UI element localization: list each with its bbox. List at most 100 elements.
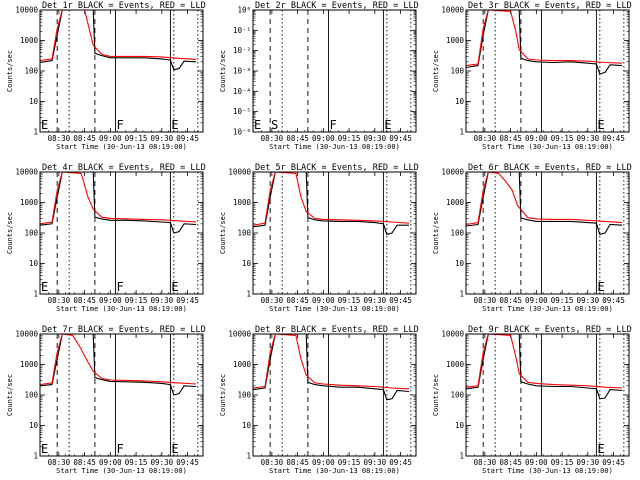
series-line-events	[253, 334, 410, 401]
x-tick-label: 09:00	[312, 296, 335, 305]
panel-6: Det 6r BLACK = Events, RED = LLD 1 10 100 10…	[432, 163, 632, 313]
y-axis-label: Counts/sec	[432, 50, 440, 92]
panel-5: Det 5r BLACK = Events, RED = LLD 1 10 100 10…	[219, 163, 419, 313]
y-tick-label: 1	[33, 128, 38, 137]
y-tick-label: 10000	[441, 168, 464, 177]
y-axis-label: Counts/sec	[6, 374, 14, 416]
event-marker-label: E	[254, 118, 261, 132]
x-axis-label: Start Time (30-Jun-13 08:19:00)	[482, 467, 613, 475]
y-tick-label: 10⁻³	[233, 67, 251, 76]
x-tick-label: 09:30	[151, 458, 174, 467]
x-tick-label: 09:15	[338, 458, 361, 467]
event-marker-label: F	[116, 442, 123, 456]
x-tick-label: 08:30	[474, 458, 497, 467]
x-axis-label: Start Time (30-Jun-13 08:19:00)	[269, 143, 400, 151]
x-tick-label: 09:45	[389, 134, 412, 143]
x-tick-label: 09:45	[176, 134, 199, 143]
x-tick-label: 08:45	[73, 296, 96, 305]
x-tick-label: 08:30	[261, 296, 284, 305]
event-marker-label: E	[171, 118, 178, 132]
x-tick-label: 08:30	[48, 296, 71, 305]
y-tick-label: 10	[455, 259, 465, 268]
y-axis-label: Counts/sec	[219, 50, 227, 92]
x-tick-label: 09:15	[551, 296, 574, 305]
y-tick-label: 10	[455, 421, 465, 430]
y-tick-label: 100	[450, 229, 464, 238]
y-tick-label: 1	[246, 290, 251, 299]
x-tick-label: 09:15	[338, 134, 361, 143]
x-axis-label: Start Time (30-Jun-13 08:19:00)	[56, 467, 187, 475]
x-tick-label: 09:45	[389, 296, 412, 305]
y-tick-label: 1000	[20, 360, 39, 369]
x-axis-label: Start Time (30-Jun-13 08:19:00)	[269, 467, 400, 475]
y-tick-label: 1000	[446, 36, 465, 45]
plot-frame	[465, 9, 630, 133]
y-tick-label: 1000	[233, 198, 252, 207]
y-tick-label: 10⁻⁶	[233, 128, 251, 137]
x-tick-label: 09:00	[99, 134, 122, 143]
y-tick-label: 1	[459, 128, 464, 137]
panel-1: Det 1r BLACK = Events, RED = LLD 1 10 100 10…	[6, 1, 206, 151]
y-tick-label: 10	[29, 97, 39, 106]
x-axis-label: Start Time (30-Jun-13 08:19:00)	[482, 143, 613, 151]
event-marker-label: E	[41, 280, 48, 294]
y-tick-label: 1000	[20, 36, 39, 45]
x-tick-label: 09:15	[551, 458, 574, 467]
panel-title: Det 6r BLACK = Events, RED = LLD	[468, 163, 632, 173]
y-tick-label: 10⁻¹	[233, 26, 251, 35]
x-tick-label: 09:45	[176, 296, 199, 305]
event-marker-label: S	[271, 118, 278, 132]
x-tick-label: 08:30	[261, 134, 284, 143]
event-marker-label: E	[41, 118, 48, 132]
series-line-events	[466, 334, 623, 400]
y-tick-label: 1	[459, 290, 464, 299]
y-tick-label: 1	[459, 452, 464, 461]
x-tick-label: 08:45	[286, 458, 309, 467]
y-tick-label: 1	[33, 452, 38, 461]
plot-frame	[39, 9, 204, 133]
x-tick-label: 08:45	[286, 134, 309, 143]
y-tick-label: 10⁻⁵	[233, 107, 251, 116]
x-tick-label: 09:00	[99, 296, 122, 305]
y-axis-label: Counts/sec	[219, 212, 227, 254]
x-tick-label: 08:30	[48, 458, 71, 467]
series-line-lld	[466, 10, 623, 67]
y-tick-label: 10000	[228, 330, 251, 339]
event-marker-label: F	[116, 118, 123, 132]
y-tick-label: 10000	[441, 330, 464, 339]
y-tick-label: 10	[242, 421, 252, 430]
series-line-events	[40, 10, 197, 71]
panel-9: Det 9r BLACK = Events, RED = LLD 1 10 100 10…	[432, 325, 632, 475]
series-line-lld	[40, 172, 197, 225]
panel-title: Det 5r BLACK = Events, RED = LLD	[255, 163, 419, 173]
y-tick-label: 100	[450, 67, 464, 76]
x-tick-label: 08:30	[48, 134, 71, 143]
y-tick-label: 1000	[20, 198, 39, 207]
x-tick-label: 09:30	[364, 458, 387, 467]
y-tick-label: 10	[455, 97, 465, 106]
panel-title: Det 8r BLACK = Events, RED = LLD	[255, 325, 419, 335]
y-axis-label: Counts/sec	[6, 50, 14, 92]
panel-title: Det 4r BLACK = Events, RED = LLD	[42, 163, 206, 173]
y-tick-label: 10	[29, 421, 39, 430]
series-line-events	[40, 334, 197, 396]
series-line-events	[466, 172, 623, 236]
x-tick-label: 08:30	[474, 134, 497, 143]
event-marker-label: E	[384, 118, 391, 132]
x-tick-label: 09:45	[602, 134, 625, 143]
x-tick-label: 09:00	[525, 458, 548, 467]
x-axis-label: Start Time (30-Jun-13 08:19:00)	[269, 305, 400, 313]
y-tick-label: 100	[237, 391, 251, 400]
x-tick-label: 09:00	[312, 134, 335, 143]
y-tick-label: 10⁻⁴	[233, 87, 251, 96]
y-axis-label: Counts/sec	[6, 212, 14, 254]
x-tick-label: 09:30	[364, 296, 387, 305]
x-axis-label: Start Time (30-Jun-13 08:19:00)	[56, 305, 187, 313]
panel-8: Det 8r BLACK = Events, RED = LLD 1 10 100 10…	[219, 325, 419, 475]
plot-frame	[252, 171, 417, 295]
y-tick-label: 10	[29, 259, 39, 268]
y-tick-label: 1000	[446, 360, 465, 369]
event-marker-label: E	[171, 442, 178, 456]
series-line-events	[40, 172, 197, 234]
plot-frame	[252, 9, 417, 133]
